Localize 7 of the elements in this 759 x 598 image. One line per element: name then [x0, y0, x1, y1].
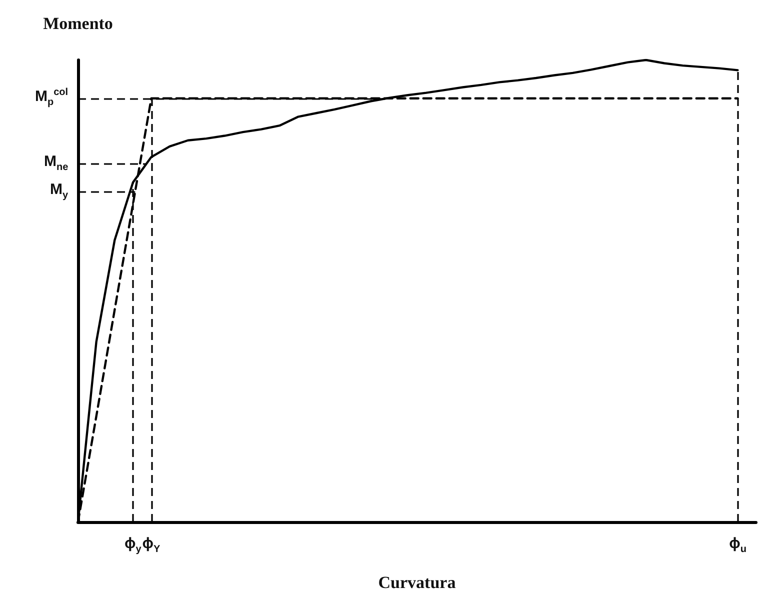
x-tick-label: ϕ$_{y}$: [124, 535, 142, 555]
x-tick-label: ϕ$_{Y}$: [142, 535, 160, 555]
ref-line-label: M$_{ne}$: [44, 152, 68, 173]
ref-line-label: M$_{y}$: [50, 181, 68, 202]
y-axis-title: Momento: [43, 14, 113, 33]
x-axis-title: Curvatura: [378, 573, 456, 592]
x-tick-label: ϕ$_{u}$: [729, 535, 747, 555]
